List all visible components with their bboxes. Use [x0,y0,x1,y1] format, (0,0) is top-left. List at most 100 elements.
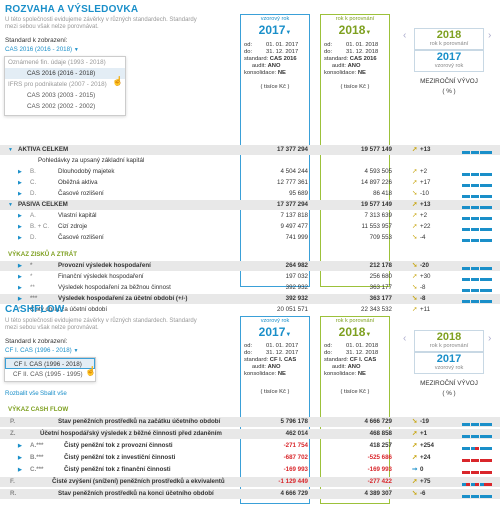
arrow-down-icon: ➘ [412,234,418,241]
col2-meta: od: 01. 01. 2018 do: 31. 12. 2018 standard… [324,42,379,76]
table-row[interactable]: ▶ * Finanční výsledek hospodaření 197 03… [0,272,500,282]
table-row[interactable]: ▶ A.*** Čistý peněžní tok z provozní čin… [0,441,500,451]
arrow-up-icon: ➚ [412,146,418,153]
cf-col2-year-select[interactable]: 2018▼ [320,325,390,339]
cashflow-standard-label: Standard k zobrazení: [5,338,68,345]
compare-caption-top: rok k porovnání [429,41,469,47]
trend-bars [462,214,493,224]
arrow-up-icon: ➚ [412,306,418,313]
balance-intro-line2: mezi sebou však nelze porovnávat. [5,24,99,30]
arrow-up-icon: ➚ [412,442,418,449]
table-row[interactable]: ▶ A. Vlastní kapitál 7 137 818 7 313 639… [0,211,500,221]
cf-compare-caption-bottom: vzorový rok [434,365,464,371]
trend-bars [462,170,493,180]
vzz-header: VÝKAZ ZISKŮ A ZTRÁT [8,251,77,258]
cf-compare-year-top-box[interactable]: 2018 rok k porovnání [414,330,484,352]
trend-bars [462,148,493,158]
chevron-left-icon[interactable]: ‹ [403,30,407,41]
expand-triangle-icon[interactable]: ▶ [18,263,22,269]
arrow-up-icon: ➚ [412,168,418,175]
arrow-up-icon: ➚ [412,223,418,230]
expand-all-link[interactable]: Rozbalit vše [5,390,39,397]
trend-bars [462,492,493,502]
table-row[interactable]: ▶ C.*** Čistý peněžní tok z finanční čin… [0,465,500,475]
expand-triangle-icon[interactable]: ▶ [18,455,22,461]
cf-col2-meta: od: 01. 01. 2018 do: 31. 12. 2018 standard… [324,343,379,377]
compare-year-top-box[interactable]: 2018 rok k porovnání [414,28,484,50]
chevron-right-icon[interactable]: › [488,333,492,344]
cf-col1-year-select[interactable]: 2017▼ [240,325,310,339]
trend-bars [462,456,493,466]
col1-year-select[interactable]: 2017▼ [240,23,310,37]
balance-intro-line1: U této společnosti evidujeme závěrky v r… [5,17,197,23]
dropdown-item-cas2016[interactable]: CAS 2016 (2016 - 2018) [5,68,125,79]
table-row[interactable]: ▶ *** Výsledek hospodaření za účetní obd… [0,294,500,304]
col1-year: 2017 [258,23,286,37]
cf-col1-frame [240,316,310,504]
expand-triangle-icon[interactable]: ▶ [18,191,22,197]
caret-down-icon: ▼ [365,332,372,338]
expand-triangle-icon[interactable]: ▶ [18,296,22,302]
expand-triangle-icon[interactable]: ▶ [18,285,22,291]
dropdown-item-cf1[interactable]: CF I. CAS (1996 - 2018) [5,358,95,369]
trend-bars [462,203,493,213]
table-row[interactable]: ▶ B. + C. Cizí zdroje 9 497 477 11 553 9… [0,222,500,232]
cashflow-standard-select[interactable]: CF I. CAS (1996 - 2018) ▼ [5,347,78,354]
table-row[interactable]: ▼ AKTIVA CELKEM 17 377 294 19 577 149 ➚ … [0,145,500,155]
trend-bars [462,236,493,246]
trend-bars [462,297,493,307]
col2-year: 2018 [338,23,366,37]
expand-triangle-icon[interactable]: ▶ [18,169,22,175]
chevron-right-icon[interactable]: › [488,30,492,41]
expand-triangle-icon[interactable]: ▶ [18,235,22,241]
expand-triangle-icon[interactable]: ▶ [18,224,22,230]
balance-standard-selected: CAS 2016 (2016 - 2018) [5,46,73,53]
collapse-all-link[interactable]: Sbalit vše [40,390,67,397]
expand-triangle-icon[interactable]: ▶ [18,443,22,449]
cf-col1-units: ( tisíce Kč ) [260,389,290,395]
balance-standard-select[interactable]: CAS 2016 (2016 - 2018) ▼ [5,46,79,53]
expand-triangle-icon[interactable]: ▶ [18,213,22,219]
col1-meta: od: 01. 01. 2017 do: 31. 12. 2017 standard… [244,42,299,76]
table-row[interactable]: ▶ D. Časové rozlišení 95 689 86 418 ➘ -1… [0,189,500,199]
col2-year-select[interactable]: 2018▼ [320,23,390,37]
arrow-down-icon: ➘ [412,262,418,269]
table-row[interactable]: ▼ PASIVA CELKEM 17 377 294 19 577 149 ➚ … [0,200,500,210]
expand-triangle-icon[interactable]: ▼ [8,147,13,153]
table-row[interactable]: ▶ C. Oběžná aktiva 12 777 361 14 897 226… [0,178,500,188]
compare-year-bottom: 2017 [436,51,462,63]
expand-triangle-icon[interactable]: ▶ [18,180,22,186]
table-row[interactable]: ▶ B.*** Čistý peněžní tok z investiční č… [0,453,500,463]
cf-compare-caption-top: rok k porovnání [429,343,469,349]
table-row[interactable]: ▶ ** Výsledek hospodaření za běžnou činn… [0,283,500,293]
table-row[interactable]: ▶ D. Časové rozlišení 741 999 709 553 ➘ … [0,233,500,243]
cf-col2-year: 2018 [338,325,366,339]
expand-triangle-icon[interactable]: ▶ [18,467,22,473]
compare-year-top: 2018 [436,29,462,41]
balance-standard-dropdown: Oznámené fin. údaje (1993 - 2018) CAS 20… [4,56,126,116]
arrow-right-icon: ➞ [412,466,418,473]
cashflow-intro-line1: U této společnosti evidujeme závěrky v r… [5,318,197,324]
arrow-up-icon: ➚ [412,201,418,208]
mv-units: ( % ) [442,88,456,95]
cf-mv-units: ( % ) [442,390,456,397]
trend-bars [462,468,493,478]
trend-bars [462,275,493,285]
dropdown-item-cas2003[interactable]: CAS 2003 (2003 - 2015) [27,92,96,99]
cf-mv-title: MEZIROČNÍ VÝVOJ [420,380,478,387]
dropdown-item-cf2[interactable]: CF II. CAS (1995 - 1995) [13,371,83,378]
table-row: P. Stav peněžních prostředků na začátku … [0,417,500,427]
mv-title: MEZIROČNÍ VÝVOJ [420,78,478,85]
caret-down-icon: ▼ [285,30,292,36]
chevron-left-icon[interactable]: ‹ [403,333,407,344]
trend-bars [462,192,493,202]
expand-triangle-icon[interactable]: ▶ [18,274,22,280]
cf-compare-year-bottom-box[interactable]: 2017 vzorový rok [414,352,484,374]
compare-year-bottom-box[interactable]: 2017 vzorový rok [414,50,484,72]
table-row: R. Stav peněžních prostředků na konci úč… [0,489,500,499]
dropdown-item-cas2002[interactable]: CAS 2002 (2002 - 2002) [27,103,96,110]
table-row[interactable]: ▶ B. Dlouhodobý majetek 4 504 244 4 593 … [0,167,500,177]
expand-triangle-icon[interactable]: ▼ [8,202,13,208]
trend-bars [462,480,493,490]
table-row[interactable]: ▶ * Provozní výsledek hospodaření 264 98… [0,261,500,271]
